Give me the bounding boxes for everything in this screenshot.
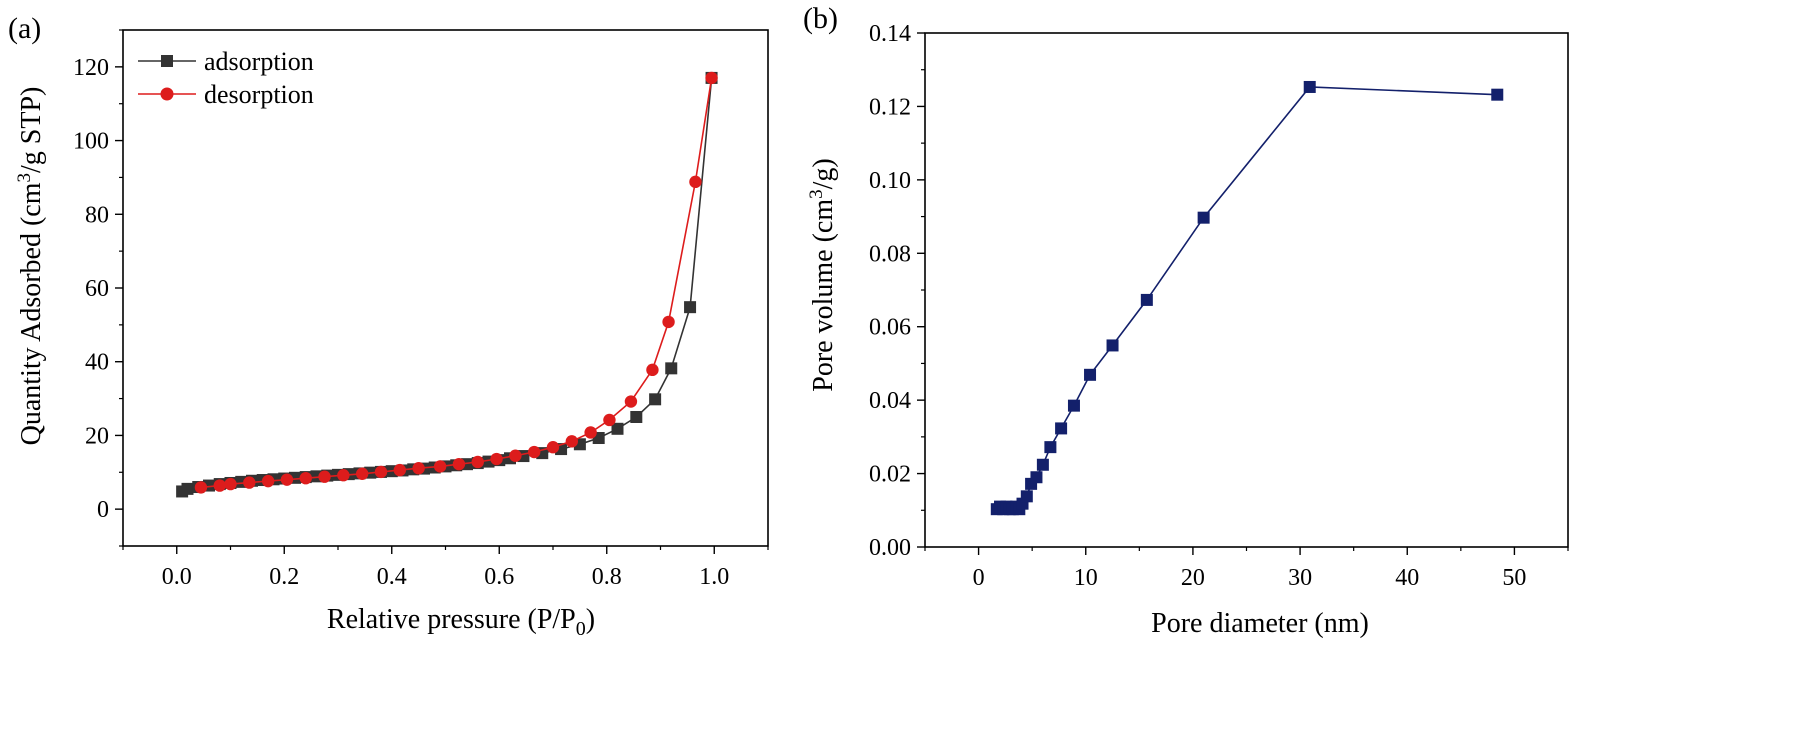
data-point-desorption <box>527 445 541 459</box>
data-point-desorption <box>261 474 275 488</box>
panel-a-label: (a) <box>8 12 41 45</box>
series-line-pore-volume <box>996 86 1498 511</box>
data-point-desorption <box>280 473 294 486</box>
data-point-desorption <box>705 71 718 85</box>
data-point-desorption <box>471 455 484 469</box>
data-point-pore-volume <box>1084 368 1097 381</box>
x-tick-label: 50 <box>1502 565 1526 591</box>
series-line-desorption <box>200 77 713 489</box>
panel-a-axes: 0.0 0.2 0.4 0.6 0.8 1.0 0 20 40 60 80 100 120 <box>73 29 769 590</box>
data-point-desorption <box>565 435 579 448</box>
x-tick-label: 0.8 <box>592 564 622 590</box>
data-point-desorption <box>662 315 675 329</box>
data-point-pore-volume <box>1197 211 1210 224</box>
y-tick-label: 0.08 <box>869 241 911 267</box>
data-point-pore-volume <box>1140 293 1153 306</box>
x-tick-label: 10 <box>1074 565 1098 591</box>
legend-desorption-label: desorption <box>204 80 314 109</box>
y-tick-label: 40 <box>85 350 109 376</box>
y-tick-label: 0.04 <box>869 388 911 414</box>
data-point-desorption <box>337 469 350 482</box>
x-tick-label: 20 <box>1181 565 1205 591</box>
data-point-pore-volume <box>1055 422 1068 435</box>
data-point-adsorption <box>649 393 662 406</box>
y-tick-label: 0.02 <box>869 462 911 488</box>
x-tick-label: 30 <box>1288 565 1312 591</box>
data-point-pore-volume <box>1036 458 1049 471</box>
legend-adsorption-marker <box>161 55 173 67</box>
y-tick-label: 0.14 <box>869 21 911 47</box>
x-tick-label: 0.2 <box>269 564 299 590</box>
data-point-desorption <box>490 452 503 466</box>
data-point-pore-volume <box>1491 88 1504 101</box>
y-tick-label: 20 <box>85 423 109 449</box>
data-point-desorption <box>299 471 312 485</box>
data-point-pore-volume <box>1030 471 1043 484</box>
panel-b-axes: 0 10 20 30 40 50 0.00 0.02 0.04 0.06 0.08 0.10 0.12 0… <box>869 21 1569 591</box>
data-point-adsorption <box>611 422 624 435</box>
y-tick-label: 0 <box>97 497 109 523</box>
panel-b-series <box>990 80 1504 516</box>
x-tick-label: 0 <box>973 565 985 591</box>
data-point-desorption <box>646 363 659 377</box>
data-point-desorption <box>355 467 369 480</box>
data-point-desorption <box>374 465 388 479</box>
x-tick-label: 0.6 <box>484 564 514 590</box>
data-point-desorption <box>412 462 425 475</box>
data-point-desorption <box>603 413 616 427</box>
panel-b-x-axis-title: Pore diameter (nm) <box>1151 608 1369 639</box>
data-point-pore-volume <box>1044 441 1057 454</box>
y-tick-label: 0.10 <box>869 168 911 194</box>
data-point-adsorption <box>665 362 678 375</box>
panel-b-y-axis-title: Pore volume (cm3/g) <box>806 158 839 391</box>
series-line-adsorption <box>181 77 713 493</box>
y-tick-label: 60 <box>85 276 109 302</box>
legend-desorption-marker <box>160 87 174 101</box>
data-point-adsorption <box>630 411 643 423</box>
panel-a-x-axis-title: Relative pressure (P/P0) <box>327 604 595 640</box>
legend-item-desorption: desorption <box>138 80 314 109</box>
data-point-desorption <box>393 463 407 477</box>
data-point-adsorption <box>181 482 194 495</box>
data-point-pore-volume <box>1067 399 1080 412</box>
data-point-pore-volume <box>1106 339 1119 352</box>
y-tick-label: 0.06 <box>869 315 911 341</box>
y-tick-label: 100 <box>73 129 109 155</box>
y-tick-label: 120 <box>73 55 109 81</box>
x-tick-label: 40 <box>1395 565 1419 591</box>
legend-item-adsorption: adsorption <box>138 47 314 76</box>
x-tick-label: 0.0 <box>162 564 192 590</box>
x-tick-label: 1.0 <box>699 564 729 590</box>
x-tick-label: 0.4 <box>377 564 407 590</box>
panel-a-legend: adsorption desorption <box>138 47 314 109</box>
panel-a-y-axis-title: Quantity Adsorbed (cm3/g STP) <box>14 87 47 446</box>
data-point-desorption <box>584 426 597 439</box>
data-point-desorption <box>689 175 702 189</box>
panel-b-plot-frame <box>924 32 1569 548</box>
y-tick-label: 80 <box>85 202 109 228</box>
panel-a-isotherm-chart: (a) 0.0 0.2 0.4 0.6 0.8 1.0 0 20 40 60 80 100 120 ad… <box>8 12 769 640</box>
data-point-desorption <box>213 479 226 492</box>
data-point-desorption <box>433 460 447 473</box>
panel-a-plot-frame <box>122 29 769 547</box>
data-point-desorption <box>452 457 466 471</box>
data-point-desorption <box>318 470 331 483</box>
data-point-desorption <box>194 481 208 494</box>
data-point-desorption <box>243 476 256 489</box>
y-tick-label: 0.12 <box>869 94 911 120</box>
data-point-desorption <box>546 441 560 454</box>
data-point-desorption <box>624 395 638 408</box>
panel-b-label: (b) <box>803 2 838 35</box>
panel-b-pore-distribution-chart: (b) 0 10 20 30 40 500.000.020.040.060.080.100… <box>803 2 1569 639</box>
legend-adsorption-label: adsorption <box>204 47 314 76</box>
data-point-desorption <box>224 477 237 491</box>
y-tick-label: 0.00 <box>869 535 911 561</box>
data-point-adsorption <box>684 301 697 314</box>
panel-a-series <box>176 71 718 498</box>
data-point-pore-volume <box>1020 490 1033 503</box>
data-point-desorption <box>509 449 522 462</box>
data-point-pore-volume <box>1303 80 1316 93</box>
